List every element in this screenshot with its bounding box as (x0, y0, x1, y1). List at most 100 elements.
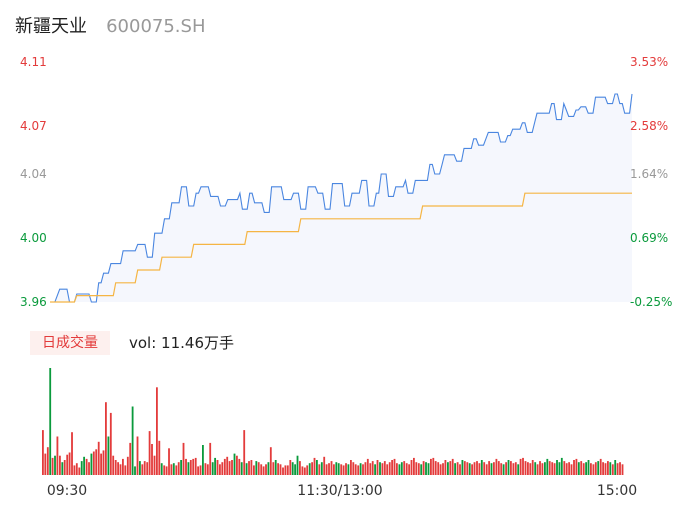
time-tick-label: 15:00 (597, 483, 637, 499)
volume-bar (534, 462, 537, 475)
volume-bar (449, 461, 452, 475)
volume-bar (102, 450, 105, 475)
volume-bar (141, 464, 144, 475)
volume-bar (420, 464, 423, 475)
volume-bar (255, 461, 258, 475)
volume-bar (607, 461, 609, 475)
volume-bar (122, 458, 124, 475)
volume-bar (124, 465, 127, 475)
volume-bar (570, 464, 573, 475)
volume-bar (565, 463, 568, 475)
volume-bar (158, 440, 161, 475)
volume-bar (223, 458, 226, 475)
volume-bar (172, 463, 175, 475)
volume-bar (320, 462, 323, 475)
volume-bar (611, 464, 614, 475)
volume-bar (189, 460, 192, 475)
volume-bar (90, 453, 93, 475)
volume-bar (148, 431, 151, 475)
volume-bar (286, 465, 289, 475)
volume-bar (313, 457, 316, 475)
volume-bar (374, 464, 377, 475)
volume-bar (357, 465, 360, 475)
volume-bar (544, 462, 546, 475)
volume-bar (529, 463, 532, 475)
volume-bar (451, 458, 454, 475)
volume-badge: 日成交量 (30, 331, 110, 355)
volume-bar (136, 436, 139, 475)
volume-bar (311, 462, 314, 475)
volume-bar (78, 467, 81, 475)
volume-bar (328, 463, 330, 475)
volume-bar (245, 463, 248, 475)
volume-bar (478, 463, 481, 475)
volume-bar (354, 464, 357, 475)
volume-bar (393, 458, 396, 475)
volume-bar (514, 462, 517, 475)
volume-bar (410, 460, 413, 475)
volume-bar (95, 449, 98, 475)
volume-bar (621, 464, 624, 475)
volume-bar (289, 460, 292, 475)
volume-bar (359, 463, 362, 475)
volume-bar (454, 463, 457, 475)
volume-bar (92, 451, 95, 475)
price-line (50, 93, 633, 303)
volume-bar (156, 387, 158, 475)
volume-bar (493, 462, 495, 475)
volume-bar (619, 462, 621, 475)
volume-bar (340, 464, 343, 475)
volume-bar (71, 432, 73, 475)
volume-bar (240, 462, 243, 475)
price-tick-label: 4.04 (20, 167, 47, 181)
volume-bar (456, 462, 459, 475)
volume-bar (75, 463, 78, 475)
volume-bar (206, 464, 209, 475)
volume-bar (316, 460, 318, 475)
volume-bar (153, 455, 156, 475)
volume-bar (182, 442, 185, 475)
volume-bar (107, 436, 110, 475)
volume-bar (109, 412, 112, 475)
volume-bar (282, 467, 284, 475)
volume-bar (185, 458, 187, 475)
volume-bar (575, 458, 578, 475)
volume-bar (187, 462, 190, 475)
volume-bar (422, 461, 425, 475)
volume-bar (46, 447, 49, 475)
volume-bar (512, 463, 515, 475)
volume-bar (541, 463, 544, 475)
volume-bar (381, 463, 384, 475)
volume-bar (214, 457, 217, 475)
volume-bar (463, 461, 466, 475)
volume-chart (42, 368, 624, 476)
volume-bar (386, 464, 389, 475)
volume-bar (408, 464, 411, 475)
volume-bar (49, 368, 52, 475)
volume-bar (233, 453, 236, 475)
volume-bar (400, 462, 403, 475)
volume-bar (527, 462, 529, 475)
pct-tick-label: 3.53% (630, 55, 668, 69)
volume-bar (522, 457, 524, 475)
volume-bar (519, 458, 522, 475)
volume-bar (248, 461, 250, 475)
volume-bar (168, 448, 170, 476)
volume-bar (439, 464, 442, 475)
volume-bar (466, 462, 469, 475)
volume-bar (272, 462, 275, 475)
volume-bar (585, 462, 588, 475)
volume-bar (536, 464, 539, 475)
volume-bar (417, 463, 420, 475)
price-area-fill (50, 94, 632, 302)
pct-tick-label: -0.25% (630, 295, 672, 309)
volume-bar (597, 461, 600, 475)
volume-bar (139, 461, 141, 475)
volume-bar (398, 464, 401, 475)
volume-bar (73, 465, 76, 475)
volume-bar (447, 462, 449, 475)
volume-bar (204, 463, 207, 475)
price-tick-label: 4.00 (20, 231, 47, 245)
volume-bar (403, 461, 406, 475)
